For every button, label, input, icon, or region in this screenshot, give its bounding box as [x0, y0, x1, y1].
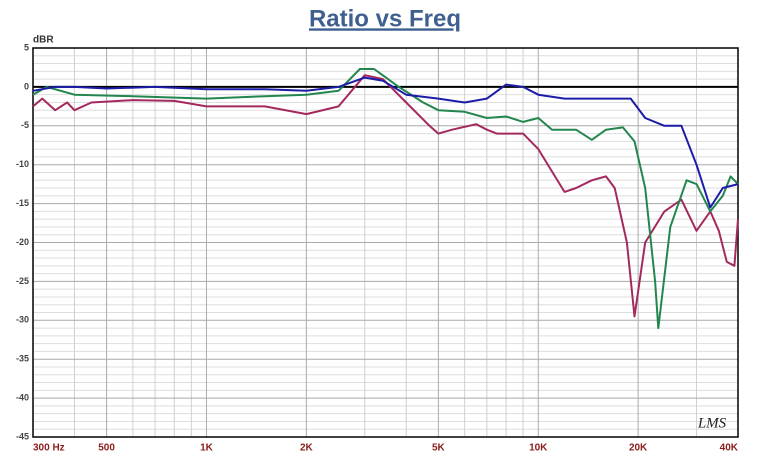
x-tick-label: 20K: [629, 443, 648, 454]
y-tick-label: -20: [16, 237, 29, 247]
x-tick-label: 10K: [529, 443, 548, 454]
x-tick-label: 2K: [300, 443, 314, 454]
y-tick-label: -25: [16, 276, 29, 286]
x-tick-label: 40K: [720, 443, 739, 454]
y-tick-label: -35: [16, 354, 29, 364]
x-tick-label: 300 Hz: [33, 443, 65, 454]
y-tick-label: -40: [16, 392, 29, 402]
series-line: [32, 74, 739, 318]
lines: [32, 68, 739, 330]
x-tick-label: 1K: [200, 443, 214, 454]
y-tick-label: -15: [16, 198, 29, 208]
x-tick-label: 500: [98, 443, 115, 454]
y-tick-label: -30: [16, 315, 29, 325]
y-axis-label: dBR: [33, 35, 54, 46]
watermark: LMS: [697, 415, 727, 431]
x-tick-label: 5K: [432, 443, 446, 454]
y-tick-label: -10: [16, 159, 29, 169]
grid: [32, 47, 739, 438]
plot-frame: [32, 47, 739, 438]
y-tick-label: -45: [16, 431, 29, 441]
series-line: [32, 68, 739, 330]
labels: 300 Hz 500 1K 2K 5K 10K 20K 40K -45 -40 -35 -30 -25 -…: [16, 42, 739, 453]
y-tick-label: -5: [21, 120, 29, 130]
series-line: [32, 76, 739, 209]
chart-title: Ratio vs Freq: [309, 5, 461, 32]
y-tick-label: 0: [24, 81, 29, 91]
y-tick-label: 5: [24, 42, 29, 52]
